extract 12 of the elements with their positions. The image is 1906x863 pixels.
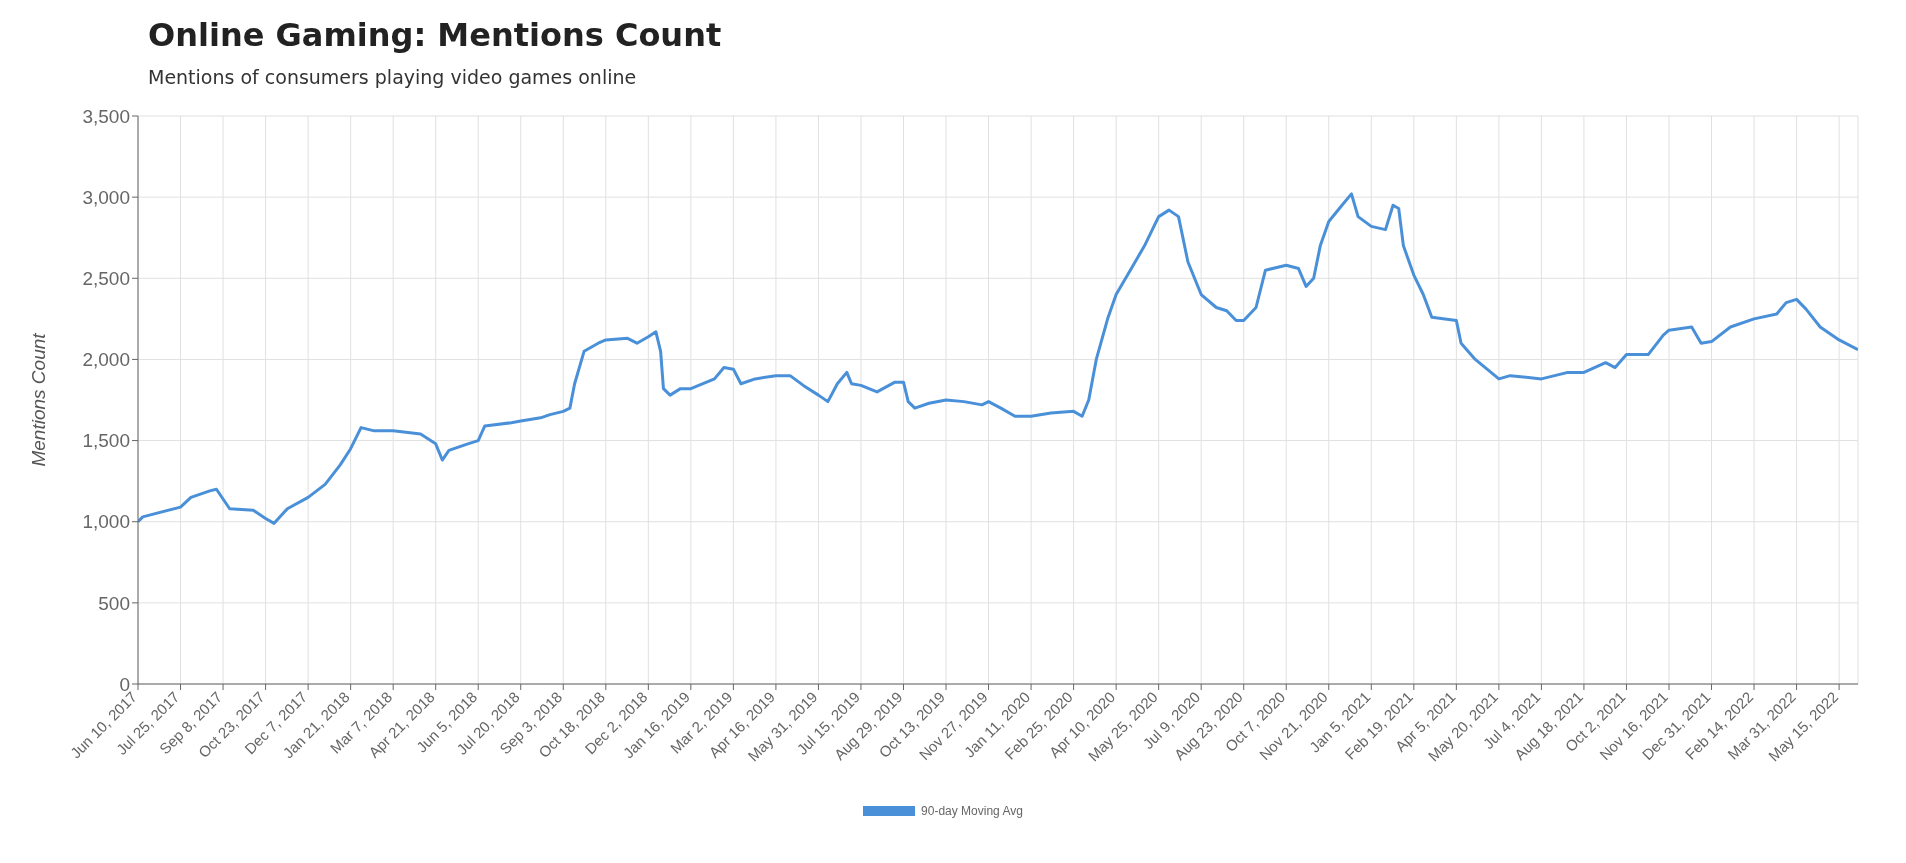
chart-subtitle: Mentions of consumers playing video games online: [148, 66, 638, 88]
y-tick-label: 2,500: [82, 268, 130, 290]
y-axis-title: Mentions Count: [27, 332, 49, 467]
y-tick-label: 1,000: [82, 511, 130, 533]
y-tick-label: 3,000: [82, 186, 130, 208]
y-tick-label: 1,500: [82, 430, 130, 452]
legend-label: 90-day Moving Avg: [920, 804, 1023, 818]
y-tick-label: 2,000: [82, 349, 130, 371]
y-tick-label: 500: [98, 592, 130, 614]
line-series: [138, 192, 1858, 525]
y-tick-label: 3,500: [82, 105, 130, 127]
chart-title: Online Gaming: Mentions Count: [148, 16, 723, 54]
